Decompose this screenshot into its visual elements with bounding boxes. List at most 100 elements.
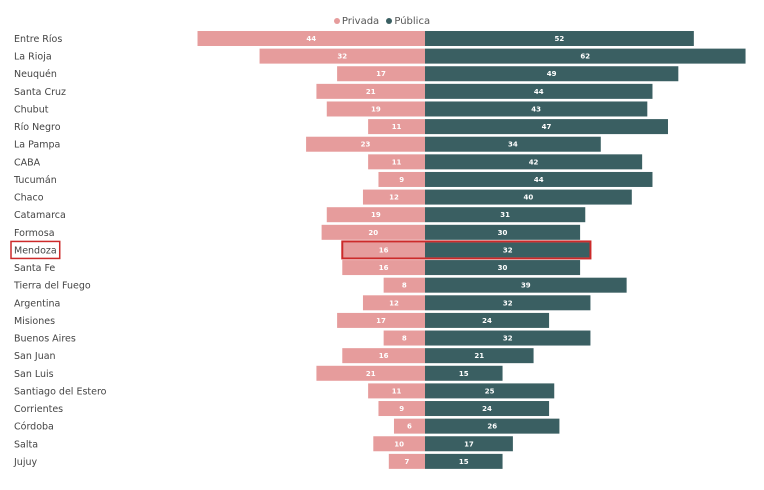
value-label-privada-santiago-del-estero: 11	[392, 387, 402, 395]
legend-label-privada: Privada	[341, 16, 380, 27]
value-label-publica-san-juan: 21	[474, 352, 484, 360]
bar-publica-misiones	[425, 312, 550, 328]
category-label-cordoba: Córdoba	[14, 422, 54, 433]
legend-item-privada: Privada	[333, 16, 380, 27]
bar-publica-la-pampa	[425, 136, 601, 152]
bar-privada-santa-fe	[342, 260, 425, 276]
bar-privada-tierra-del-fuego	[383, 277, 425, 293]
category-label-la-rioja: La Rioja	[14, 52, 52, 63]
bar-privada-catamarca	[326, 207, 425, 223]
bar-publica-formosa	[425, 224, 581, 240]
legend-dot-publica	[386, 18, 393, 24]
legend-dot-privada	[333, 18, 340, 24]
value-label-privada-rio-negro: 11	[392, 123, 402, 131]
bar-publica-salta	[425, 436, 513, 452]
bar-privada-formosa	[321, 224, 425, 240]
category-label-rio-negro: Río Negro	[14, 122, 61, 133]
value-label-publica-la-rioja: 62	[580, 53, 590, 61]
bar-publica-san-juan	[425, 348, 534, 364]
category-label-la-pampa: La Pampa	[14, 140, 60, 151]
bar-privada-chubut	[326, 101, 425, 117]
bar-privada-jujuy	[388, 453, 425, 469]
legend-label-publica: Pública	[394, 16, 431, 27]
value-label-publica-tierra-del-fuego: 39	[521, 282, 531, 290]
value-label-publica-santa-cruz: 44	[534, 88, 544, 96]
value-label-privada-la-rioja: 32	[337, 53, 347, 61]
bar-privada-la-rioja	[259, 48, 425, 64]
bar-privada-caba	[368, 154, 425, 170]
bar-privada-santiago-del-estero	[368, 383, 425, 399]
bar-privada-santa-cruz	[316, 83, 425, 99]
value-label-privada-la-pampa: 23	[361, 141, 371, 149]
value-label-privada-jujuy: 7	[404, 458, 409, 466]
value-label-privada-misiones: 17	[376, 317, 386, 325]
value-label-publica-corrientes: 24	[482, 405, 492, 413]
value-label-privada-san-luis: 21	[366, 370, 376, 378]
category-label-san-luis: San Luis	[14, 369, 54, 380]
category-label-corrientes: Corrientes	[14, 404, 63, 415]
bar-privada-corrientes	[378, 401, 425, 417]
bar-publica-entre-rios	[425, 31, 694, 46]
bar-privada-entre-rios	[197, 31, 425, 46]
value-label-privada-san-juan: 16	[379, 352, 389, 360]
category-label-catamarca: Catamarca	[14, 210, 66, 221]
category-label-buenos-aires: Buenos Aires	[14, 334, 76, 345]
bar-privada-salta	[373, 436, 425, 452]
category-label-chubut: Chubut	[14, 104, 49, 115]
value-label-privada-santa-fe: 16	[379, 264, 389, 272]
bar-privada-cordoba	[393, 418, 425, 434]
bar-publica-tucuman	[425, 171, 653, 187]
bar-publica-caba	[425, 154, 643, 170]
legend: Privada Pública	[0, 16, 764, 27]
value-label-privada-tucuman: 9	[399, 176, 404, 184]
category-label-caba: CABA	[14, 157, 41, 168]
bar-publica-santiago-del-estero	[425, 383, 555, 399]
bar-privada-san-juan	[342, 348, 425, 364]
category-label-mendoza: Mendoza	[14, 245, 57, 256]
bar-privada-san-luis	[316, 365, 425, 381]
bar-publica-argentina	[425, 295, 591, 311]
bar-publica-neuquen	[425, 66, 679, 82]
value-label-privada-salta: 10	[394, 440, 404, 448]
value-label-publica-entre-rios: 52	[555, 35, 565, 43]
bar-publica-mendoza	[425, 242, 591, 258]
value-label-publica-san-luis: 15	[459, 370, 469, 378]
category-label-tucuman: Tucumán	[13, 175, 57, 186]
bar-publica-la-rioja	[425, 48, 746, 64]
category-label-formosa: Formosa	[14, 228, 55, 239]
value-label-privada-neuquen: 17	[376, 70, 386, 78]
category-label-tierra-del-fuego: Tierra del Fuego	[13, 281, 91, 292]
value-label-publica-rio-negro: 47	[542, 123, 552, 131]
value-label-privada-tierra-del-fuego: 8	[402, 282, 407, 290]
value-label-publica-tucuman: 44	[534, 176, 544, 184]
value-label-publica-caba: 42	[529, 158, 539, 166]
value-label-publica-chaco: 40	[524, 194, 534, 202]
bar-privada-misiones	[337, 312, 425, 328]
value-label-privada-chubut: 19	[371, 105, 381, 113]
value-label-publica-argentina: 32	[503, 299, 513, 307]
value-label-privada-formosa: 20	[368, 229, 378, 237]
value-label-publica-la-pampa: 34	[508, 141, 518, 149]
bar-publica-cordoba	[425, 418, 560, 434]
bar-privada-rio-negro	[368, 119, 425, 135]
value-label-publica-salta: 17	[464, 440, 474, 448]
highlight-box-bars	[341, 240, 592, 260]
bar-publica-buenos-aires	[425, 330, 591, 346]
value-label-publica-formosa: 30	[498, 229, 508, 237]
value-label-publica-cordoba: 26	[487, 423, 497, 431]
category-label-santiago-del-estero: Santiago del Estero	[14, 386, 107, 397]
bar-publica-santa-fe	[425, 260, 581, 276]
category-label-neuquen: Neuquén	[14, 69, 57, 80]
bar-privada-chaco	[362, 189, 425, 205]
value-label-privada-corrientes: 9	[399, 405, 404, 413]
category-label-chaco: Chaco	[14, 193, 44, 204]
category-label-san-juan: San Juan	[14, 351, 56, 362]
bar-publica-chubut	[425, 101, 648, 117]
bar-publica-santa-cruz	[425, 83, 653, 99]
highlight-box-label	[10, 240, 61, 260]
category-label-misiones: Misiones	[14, 316, 55, 327]
bar-privada-la-pampa	[306, 136, 425, 152]
value-label-publica-neuquen: 49	[547, 70, 557, 78]
value-label-publica-jujuy: 15	[459, 458, 469, 466]
